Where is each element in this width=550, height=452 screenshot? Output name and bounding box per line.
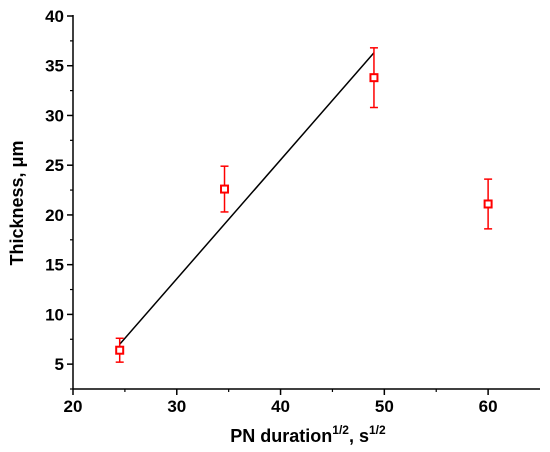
ticks: 20 30 40 50 60 5 10 15 20 25 30 35 40 xyxy=(45,7,497,416)
fit-line-group xyxy=(119,52,375,345)
x-tick-label: 20 xyxy=(64,397,83,416)
y-tick-label: 5 xyxy=(55,355,64,374)
data-points xyxy=(115,47,493,363)
y-tick-label: 20 xyxy=(45,206,64,225)
y-tick-label: 10 xyxy=(45,305,64,324)
x-tick-label: 30 xyxy=(167,397,186,416)
y-tick-label: 15 xyxy=(45,256,64,275)
data-point-marker xyxy=(220,184,230,194)
axes xyxy=(72,15,540,390)
y-axis-title: Thickness, μm xyxy=(7,140,27,265)
y-tick-label: 40 xyxy=(45,7,64,26)
data-point-marker xyxy=(483,199,493,209)
y-tick-label: 35 xyxy=(45,57,64,76)
x-axis-title: PN duration1/2, s1/2 xyxy=(230,423,386,446)
data-point-marker xyxy=(369,73,379,83)
y-tick-label: 25 xyxy=(45,156,64,175)
x-tick-label: 40 xyxy=(271,397,290,416)
data-point-marker xyxy=(115,345,125,355)
y-tick-label: 30 xyxy=(45,106,64,125)
fit-line xyxy=(119,52,375,345)
x-tick-label: 50 xyxy=(375,397,394,416)
x-tick-label: 60 xyxy=(479,397,498,416)
